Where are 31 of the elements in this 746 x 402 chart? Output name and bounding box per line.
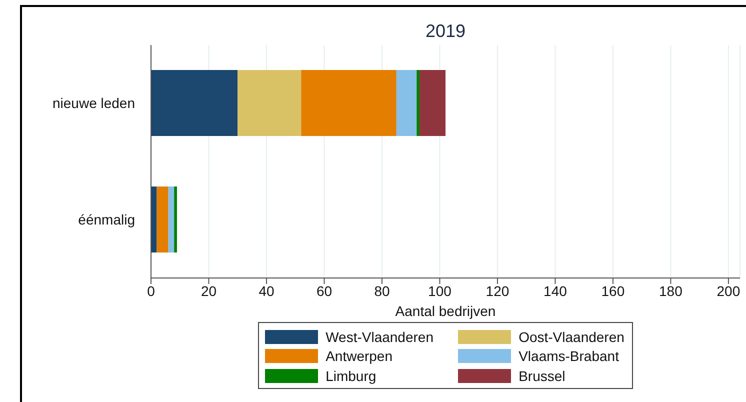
- x-tick-label: 80: [374, 282, 390, 299]
- y-tick-label: éénmalig: [78, 212, 135, 228]
- x-tick-label: 20: [200, 282, 217, 299]
- legend-label: Brussel: [518, 368, 566, 384]
- bar: [416, 70, 420, 136]
- x-tick-label: 40: [258, 282, 274, 299]
- bar: [151, 70, 238, 136]
- bar: [301, 70, 396, 136]
- bar: [238, 70, 302, 136]
- x-tick-label: 120: [486, 282, 510, 299]
- legend-label: Oost-Vlaanderen: [518, 328, 624, 345]
- legend-label: Vlaams-Brabant: [518, 348, 619, 364]
- bar: [174, 186, 177, 252]
- x-tick-label: 180: [659, 282, 683, 299]
- x-tick-label: 140: [544, 282, 568, 299]
- bar: [156, 186, 168, 252]
- chart-title: 2019: [424, 21, 467, 42]
- x-tick-label: 100: [428, 282, 452, 299]
- y-tick-label: nieuwe leden: [52, 95, 135, 112]
- x-tick-label: 160: [601, 282, 625, 299]
- bar: [396, 70, 417, 136]
- x-tick-label: 0: [147, 282, 156, 299]
- bar: [151, 186, 157, 252]
- bar: [168, 186, 174, 252]
- legend-label: Limburg: [326, 368, 376, 384]
- legend-label: Antwerpen: [326, 348, 393, 364]
- x-axis-title: Aantal bedrijven: [395, 303, 496, 319]
- x-tick-label: 60: [316, 282, 332, 299]
- bar: [420, 70, 446, 136]
- x-tick-label: 200: [716, 282, 740, 299]
- legend-label: West-Vlaanderen: [326, 328, 434, 345]
